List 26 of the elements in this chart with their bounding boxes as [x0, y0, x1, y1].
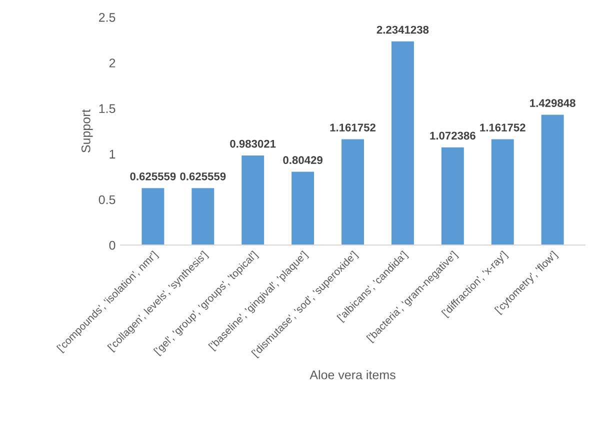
data-label: 2.2341238 — [376, 26, 429, 34]
data-label: 0.80429 — [283, 156, 322, 164]
bar — [192, 188, 214, 246]
bar — [242, 155, 264, 246]
y-tick-label: 1.5 — [99, 104, 116, 114]
y-tick-label: 2 — [109, 58, 116, 68]
bar — [391, 41, 414, 246]
y-tick-label: 0 — [109, 240, 116, 250]
x-axis-title: Aloe vera items — [310, 370, 396, 380]
bar — [292, 172, 314, 246]
data-label: 0.625559 — [180, 172, 226, 180]
y-tick-label: 0.5 — [98, 195, 116, 204]
data-label: 1.161752 — [480, 124, 526, 132]
bar — [541, 114, 564, 246]
bar — [441, 147, 464, 246]
data-label: 0.625559 — [130, 172, 176, 180]
data-label: 0.983021 — [230, 140, 276, 148]
y-tick-label: 1 — [110, 150, 116, 158]
data-label: 1.429848 — [530, 99, 576, 108]
data-label: 1.161752 — [330, 124, 376, 132]
bar — [491, 139, 514, 246]
bar — [142, 188, 164, 246]
y-axis-title: Support — [81, 109, 93, 152]
bar — [342, 139, 364, 246]
data-label: 1.072386 — [430, 132, 476, 140]
y-tick-label: 2.5 — [98, 13, 116, 22]
